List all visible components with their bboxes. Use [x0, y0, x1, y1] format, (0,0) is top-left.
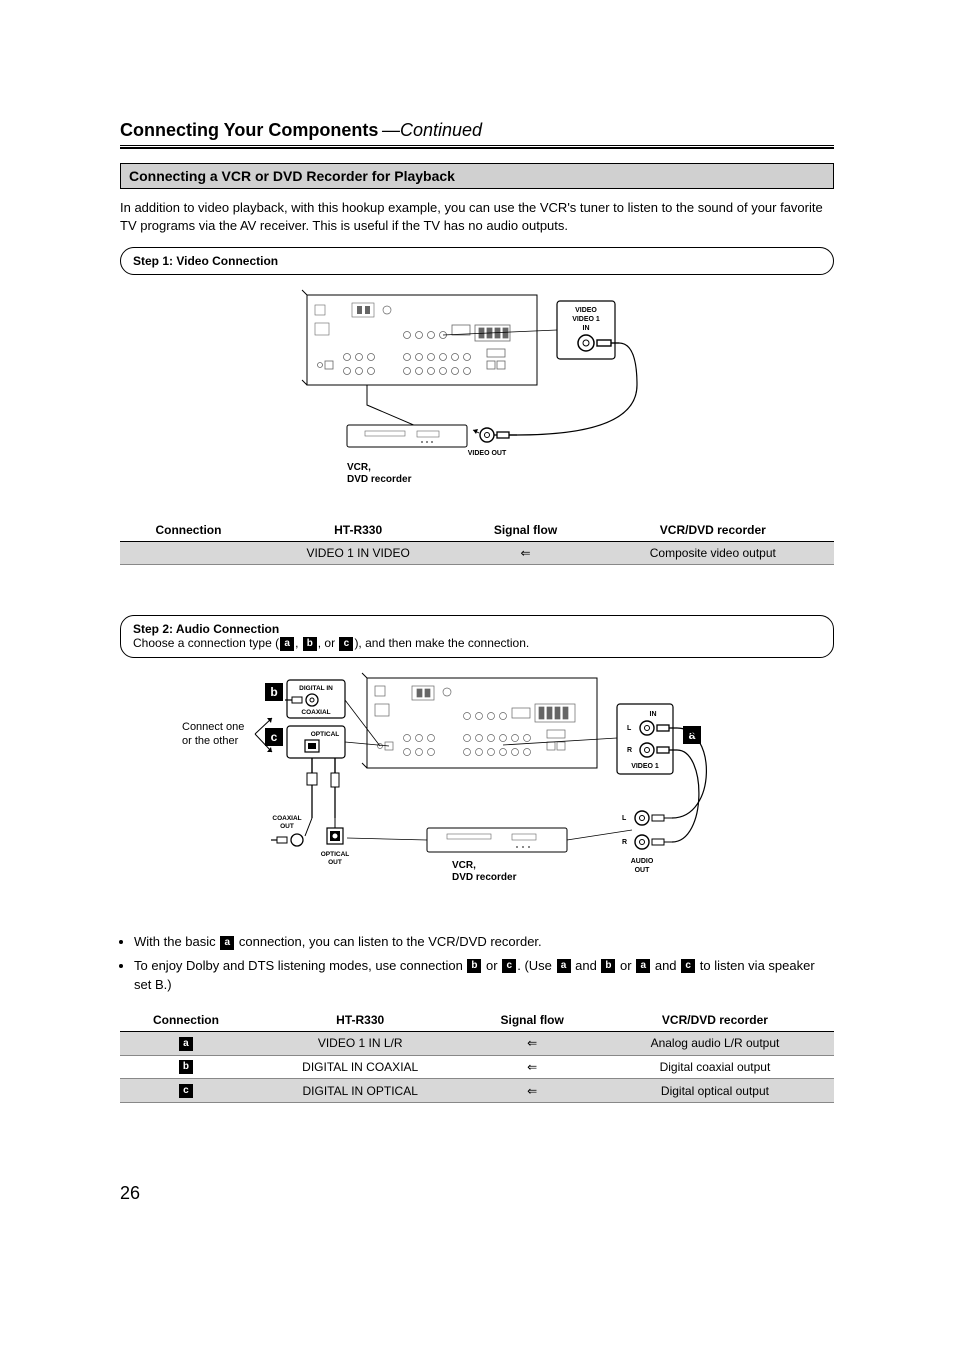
step1-th-0: Connection [120, 519, 257, 542]
svg-text:OUT: OUT [635, 867, 651, 874]
step2-th-2: Signal flow [468, 1009, 595, 1032]
step1-th-2: Signal flow [459, 519, 591, 542]
tag-a-icon: a [557, 959, 571, 973]
step1-th-3: VCR/DVD recorder [592, 519, 834, 542]
step1-row-0: VIDEO 1 IN VIDEO ⇐ Composite video outpu… [120, 542, 834, 565]
tag-a-icon: a [220, 936, 234, 950]
svg-text:VIDEO: VIDEO [575, 307, 597, 314]
svg-text:L: L [627, 725, 632, 732]
section-header: Connecting Your Components —Continued [120, 120, 834, 141]
tag-b-icon: b [303, 637, 317, 651]
svg-text:VIDEO 1: VIDEO 1 [631, 763, 659, 770]
svg-text:DVD recorder: DVD recorder [452, 872, 517, 883]
svg-text:VCR,: VCR, [347, 462, 371, 473]
section-title-continued: —Continued [382, 120, 482, 140]
step2-bullets: With the basic a connection, you can lis… [120, 932, 834, 995]
tag-b-icon: b [467, 959, 481, 973]
section-title: Connecting Your Components [120, 120, 378, 140]
step1-heading: Step 1: Video Connection [133, 254, 278, 268]
tag-b-icon: b [601, 959, 615, 973]
tag-c-icon: c [681, 959, 695, 973]
intro-paragraph: In addition to video playback, with this… [120, 199, 834, 235]
step2-table: Connection HT-R330 Signal flow VCR/DVD r… [120, 1009, 834, 1103]
tag-c-icon: c [179, 1084, 193, 1098]
svg-text:L: L [622, 815, 627, 822]
step1-diagram: VIDEO VIDEO 1 IN VIDEO OUT VCR, DVD reco… [120, 285, 834, 505]
page-number: 26 [120, 1183, 834, 1204]
svg-text:R: R [627, 747, 632, 754]
svg-text:AUDIO: AUDIO [631, 858, 654, 865]
tag-a-icon: a [636, 959, 650, 973]
svg-text:R: R [622, 839, 627, 846]
svg-text:IN: IN [583, 325, 590, 332]
step2-row-b: b DIGITAL IN COAXIAL ⇐ Digital coaxial o… [120, 1055, 834, 1079]
svg-text:VIDEO OUT: VIDEO OUT [468, 450, 507, 457]
svg-text:DVD recorder: DVD recorder [347, 474, 412, 485]
step1-th-1: HT-R330 [257, 519, 459, 542]
svg-text:Connect one: Connect one [182, 721, 244, 733]
tag-a-icon: a [280, 637, 294, 651]
svg-text:DIGITAL IN: DIGITAL IN [299, 685, 333, 692]
svg-text:COAXIAL: COAXIAL [272, 815, 301, 822]
title-rule-thin [120, 145, 834, 146]
step1-box: Step 1: Video Connection [120, 247, 834, 275]
bullet-1: With the basic a connection, you can lis… [134, 932, 834, 952]
title-rule-thick [120, 147, 834, 149]
svg-text:OPTICAL: OPTICAL [321, 851, 350, 858]
bullet-2: To enjoy Dolby and DTS listening modes, … [134, 956, 834, 995]
svg-text:VIDEO 1: VIDEO 1 [572, 316, 600, 323]
step1-table: Connection HT-R330 Signal flow VCR/DVD r… [120, 519, 834, 565]
svg-text:or the other: or the other [182, 735, 239, 747]
svg-text:OUT: OUT [328, 859, 342, 866]
svg-text:c: c [271, 730, 278, 744]
step2-heading: Step 2: Audio Connection [133, 622, 279, 636]
svg-text:OUT: OUT [280, 823, 294, 830]
step2-th-1: HT-R330 [252, 1009, 469, 1032]
tag-c-icon: c [502, 959, 516, 973]
tag-b-icon: b [179, 1060, 193, 1074]
tag-a-icon: a [179, 1037, 193, 1051]
step2-row-a: a VIDEO 1 IN L/R ⇐ Analog audio L/R outp… [120, 1031, 834, 1055]
step2-th-0: Connection [120, 1009, 252, 1032]
svg-text:VCR,: VCR, [452, 860, 476, 871]
svg-text:OPTICAL: OPTICAL [311, 731, 340, 738]
step2-box: Step 2: Audio Connection Choose a connec… [120, 615, 834, 658]
step2-subtext: Choose a connection type (a, b, or c), a… [133, 636, 529, 650]
step2-diagram: IN L R VIDEO 1 a DIGITAL IN COAXIAL b OP… [120, 668, 834, 918]
svg-text:COAXIAL: COAXIAL [301, 709, 330, 716]
step2-row-c: c DIGITAL IN OPTICAL ⇐ Digital optical o… [120, 1079, 834, 1103]
svg-text:b: b [270, 685, 277, 699]
svg-text:IN: IN [650, 711, 657, 718]
tag-c-icon: c [339, 637, 353, 651]
step2-th-3: VCR/DVD recorder [596, 1009, 834, 1032]
subheading-bar: Connecting a VCR or DVD Recorder for Pla… [120, 163, 834, 189]
